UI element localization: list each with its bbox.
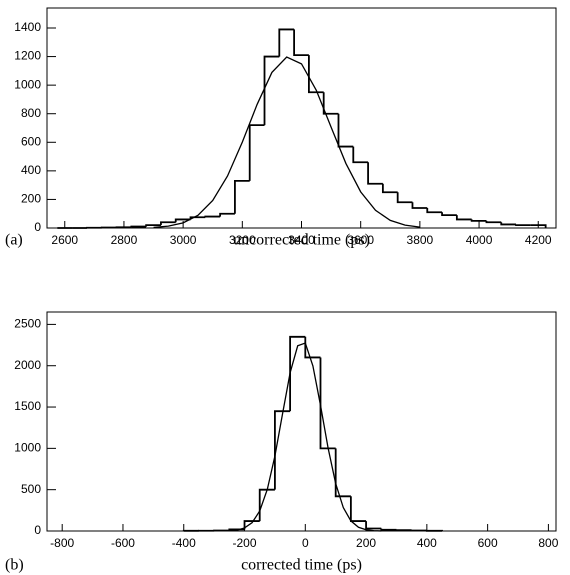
x-tick-label: 800 [538, 536, 558, 550]
histogram-bin [500, 222, 517, 226]
y-tick-label: 800 [21, 106, 41, 120]
histogram-bin [352, 146, 369, 164]
histogram-bin [248, 124, 265, 181]
histogram-bin [204, 215, 221, 218]
y-tick-label: 500 [21, 482, 41, 496]
histogram-bin [441, 212, 457, 217]
histogram-bin [219, 212, 235, 217]
x-tick-label: 400 [417, 536, 437, 550]
histogram-bin [485, 220, 502, 224]
x-tick-label: -200 [233, 536, 257, 550]
x-tick-label: 3200 [229, 233, 256, 247]
x-tick-label: 2600 [51, 233, 78, 247]
histogram-bin [337, 113, 354, 148]
x-tick-label: 2800 [111, 233, 138, 247]
histogram-bin [426, 208, 443, 214]
histogram-bin [234, 179, 250, 214]
histogram-bin [263, 55, 280, 126]
y-tick-label: 2000 [14, 358, 41, 372]
histogram-bin [145, 224, 161, 227]
histogram-bin [396, 192, 413, 204]
histogram-bin [367, 162, 383, 185]
histogram-bin [293, 29, 309, 57]
histogram-bin [243, 520, 260, 530]
x-axis-label: corrected time (ps) [241, 557, 362, 574]
x-tick-label: 200 [356, 536, 376, 550]
fit-curve [153, 56, 420, 229]
x-tick-label: 0 [302, 536, 309, 550]
y-tick-label: 200 [21, 192, 41, 206]
y-tick-label: 1000 [14, 77, 41, 91]
x-tick-label: 3000 [170, 233, 197, 247]
x-tick-label: 4000 [466, 233, 493, 247]
y-tick-label: 0 [34, 523, 41, 537]
histogram-bin [530, 224, 547, 228]
histogram-bin [322, 92, 339, 115]
fit-curve [229, 342, 382, 532]
y-tick-label: 1500 [14, 399, 41, 413]
histogram-bin [381, 183, 398, 194]
y-tick-label: 1000 [14, 441, 41, 455]
histogram-bin [160, 221, 176, 226]
histogram-bin [174, 218, 191, 223]
histogram-bin [319, 357, 336, 450]
x-tick-label: -800 [50, 536, 74, 550]
histogram-bin [274, 410, 291, 490]
histogram-bin [411, 202, 428, 209]
y-tick-label: 400 [21, 163, 41, 177]
y-tick-label: 0 [34, 220, 41, 234]
histogram-bin [515, 224, 531, 227]
histogram-bin [380, 528, 397, 531]
plot-frame [46, 7, 557, 229]
histogram-bin [307, 55, 324, 94]
histogram-bin [349, 496, 367, 522]
x-tick-label: 4200 [525, 233, 552, 247]
y-tick-label: 1200 [14, 49, 41, 63]
histogram-bin [455, 215, 472, 221]
x-tick-label: 3800 [407, 233, 434, 247]
histogram-bin [470, 219, 487, 222]
x-tick-label: -600 [111, 536, 135, 550]
x-tick-label: 3400 [288, 233, 315, 247]
plot-frame [46, 311, 557, 532]
histogram-bin [130, 225, 147, 228]
histogram-bin [278, 28, 295, 57]
histogram-bin [304, 336, 321, 359]
y-tick-label: 600 [21, 134, 41, 148]
y-tick-label: 1400 [14, 20, 41, 34]
histogram-bin [334, 448, 351, 498]
panel-label: (b) [5, 557, 24, 574]
panel-label: (a) [5, 232, 23, 249]
x-tick-label: -400 [172, 536, 196, 550]
x-axis-label: uncorrected time (ps) [233, 232, 370, 249]
histogram-bin [365, 521, 382, 530]
histogram-bin [289, 335, 306, 412]
x-tick-label: 3600 [347, 233, 374, 247]
x-tick-label: 600 [478, 536, 498, 550]
y-tick-label: 2500 [14, 317, 41, 331]
